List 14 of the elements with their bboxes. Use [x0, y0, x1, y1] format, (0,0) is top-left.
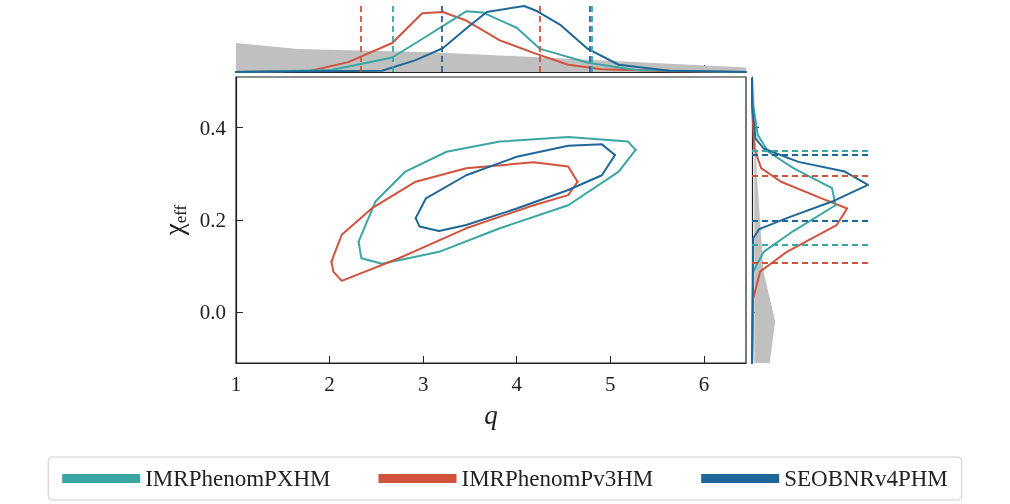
x-tick-label: 5 — [605, 371, 616, 396]
y-tick-label: 0.4 — [199, 115, 227, 140]
legend-label: SEOBNRv4PHM — [784, 466, 948, 491]
y-tick-label: 0.0 — [199, 300, 226, 325]
x-tick-label: 1 — [230, 371, 242, 396]
x-tick-label: 3 — [417, 371, 429, 396]
x-tick-label: 2 — [324, 371, 335, 396]
x-axis-title: q — [484, 399, 498, 430]
x-tick-label: 6 — [698, 371, 710, 396]
x-tick-label: 4 — [511, 371, 523, 396]
y-tick-label: 0.2 — [199, 208, 226, 232]
legend-label: IMRPhenomPv3HM — [461, 466, 654, 491]
y-axis-title: χeff — [159, 204, 190, 237]
legend-label: IMRPhenomPXHM — [145, 466, 331, 491]
